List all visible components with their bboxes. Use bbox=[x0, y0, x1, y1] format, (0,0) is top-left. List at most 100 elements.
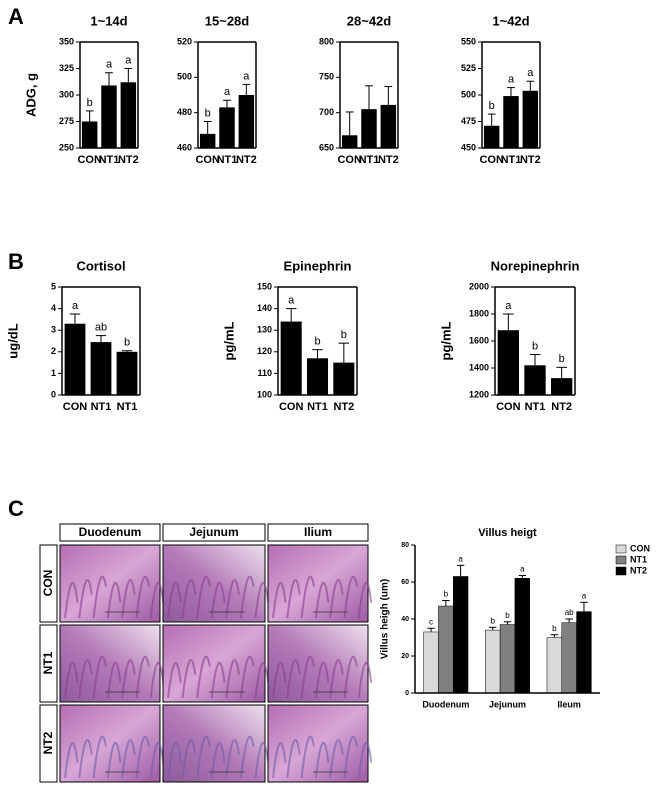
x-tick-label: CON bbox=[496, 401, 521, 413]
significance-letter: b bbox=[505, 611, 510, 620]
chart-title: Villus heigt bbox=[478, 527, 537, 539]
villus-shape bbox=[121, 659, 136, 699]
villus-shape bbox=[329, 739, 344, 779]
y-tick-label: 120 bbox=[257, 346, 272, 356]
chart-title: Cortisol bbox=[76, 258, 125, 273]
bar bbox=[483, 125, 500, 148]
significance-letter: b bbox=[205, 107, 211, 119]
villus-shape bbox=[135, 655, 150, 699]
header-box bbox=[59, 523, 161, 542]
villus-shape bbox=[329, 579, 344, 619]
x-tick-label: NT1 bbox=[307, 401, 328, 413]
row-label: CON bbox=[41, 570, 55, 597]
bar bbox=[485, 629, 501, 694]
y-tick-label: 150 bbox=[257, 281, 272, 291]
header-box bbox=[267, 523, 369, 542]
significance-letter: a bbox=[288, 295, 295, 307]
x-tick-label: CON bbox=[279, 401, 304, 413]
villus-shape bbox=[121, 739, 136, 779]
y-tick-label: 5 bbox=[51, 281, 56, 291]
histology-image bbox=[162, 624, 266, 703]
x-tick-label: Ileum bbox=[557, 699, 581, 709]
y-tick-label: 475 bbox=[461, 116, 476, 126]
y-tick-label: 0 bbox=[51, 389, 56, 399]
villus-shape bbox=[64, 581, 79, 619]
y-tick-label: 40 bbox=[401, 616, 409, 623]
villus-shape bbox=[272, 661, 287, 699]
bar bbox=[380, 104, 397, 148]
villus-shape bbox=[239, 655, 255, 699]
chart-title: 15~28d bbox=[205, 13, 250, 28]
villus-shape bbox=[272, 741, 287, 779]
villus-shape bbox=[210, 661, 226, 699]
y-tick-label: 60 bbox=[401, 579, 409, 586]
significance-letter: a bbox=[527, 67, 534, 79]
villus-shape bbox=[64, 661, 79, 699]
villus-shape bbox=[92, 655, 108, 699]
y-tick-label: 1 bbox=[51, 368, 56, 378]
villus-shape bbox=[286, 739, 301, 779]
villus-shape bbox=[167, 581, 182, 619]
x-tick-label: NT1 bbox=[117, 401, 138, 413]
significance-letter: a bbox=[125, 54, 132, 66]
y-tick-label: 350 bbox=[59, 36, 74, 46]
significance-letter: b bbox=[552, 624, 557, 633]
x-tick-label: NT1 bbox=[501, 154, 522, 166]
significance-letter: b bbox=[444, 590, 449, 599]
histology-image bbox=[162, 544, 266, 623]
villus-shape bbox=[314, 741, 330, 779]
villus-shape bbox=[167, 661, 182, 699]
villus-shape bbox=[343, 575, 358, 619]
legend-swatch bbox=[615, 566, 627, 576]
y-axis-label: pg/mL bbox=[438, 321, 453, 360]
bar bbox=[333, 362, 355, 395]
villus-shape bbox=[106, 661, 122, 699]
y-tick-label: 450 bbox=[461, 142, 476, 152]
y-tick-label: 1600 bbox=[469, 335, 489, 345]
villus-shape bbox=[225, 659, 241, 699]
villus-shape bbox=[239, 735, 255, 779]
villus-shape bbox=[149, 741, 165, 779]
x-tick-label: NT2 bbox=[236, 154, 257, 166]
column-label: Ilium bbox=[304, 525, 332, 539]
significance-letter: b bbox=[490, 616, 495, 625]
bar bbox=[101, 85, 117, 148]
villus-shape bbox=[272, 581, 287, 619]
significance-letter: b bbox=[559, 353, 565, 365]
significance-letter: a bbox=[520, 565, 525, 574]
y-tick-label: 80 bbox=[401, 542, 409, 549]
bar bbox=[280, 321, 302, 395]
significance-letter: b bbox=[489, 100, 495, 112]
y-tick-label: 650 bbox=[319, 142, 334, 152]
villus-shape bbox=[149, 581, 165, 619]
bar bbox=[499, 624, 516, 694]
villus-shape bbox=[225, 739, 241, 779]
villus-shape bbox=[181, 579, 197, 619]
chart-title: Norepinephrin bbox=[491, 258, 580, 273]
villus-shape bbox=[300, 655, 316, 699]
significance-letter: a bbox=[508, 73, 515, 85]
chart-title: Epinephrin bbox=[284, 258, 352, 273]
villus-shape bbox=[64, 741, 79, 779]
significance-letter: a bbox=[458, 554, 463, 563]
y-tick-label: 2 bbox=[51, 346, 56, 356]
bar bbox=[64, 323, 86, 395]
bar bbox=[120, 82, 137, 148]
x-tick-label: Duodenum bbox=[422, 699, 469, 709]
significance-letter: a bbox=[106, 59, 113, 71]
column-label: Duodenum bbox=[79, 525, 142, 539]
y-tick-label: 300 bbox=[59, 89, 74, 99]
y-tick-label: 1800 bbox=[469, 308, 489, 318]
villus-shape bbox=[196, 575, 211, 619]
significance-letter: c bbox=[429, 617, 433, 626]
villus-shape bbox=[254, 581, 270, 619]
significance-letter: b bbox=[341, 329, 347, 341]
x-tick-label: NT2 bbox=[118, 154, 139, 166]
histology-image bbox=[59, 624, 161, 703]
x-tick-label: NT2 bbox=[551, 401, 572, 413]
x-tick-label: CON bbox=[479, 154, 504, 166]
villus-shape bbox=[181, 739, 197, 779]
row-box bbox=[39, 704, 58, 783]
bar bbox=[81, 121, 98, 148]
chart-title: 28~42d bbox=[347, 13, 392, 28]
